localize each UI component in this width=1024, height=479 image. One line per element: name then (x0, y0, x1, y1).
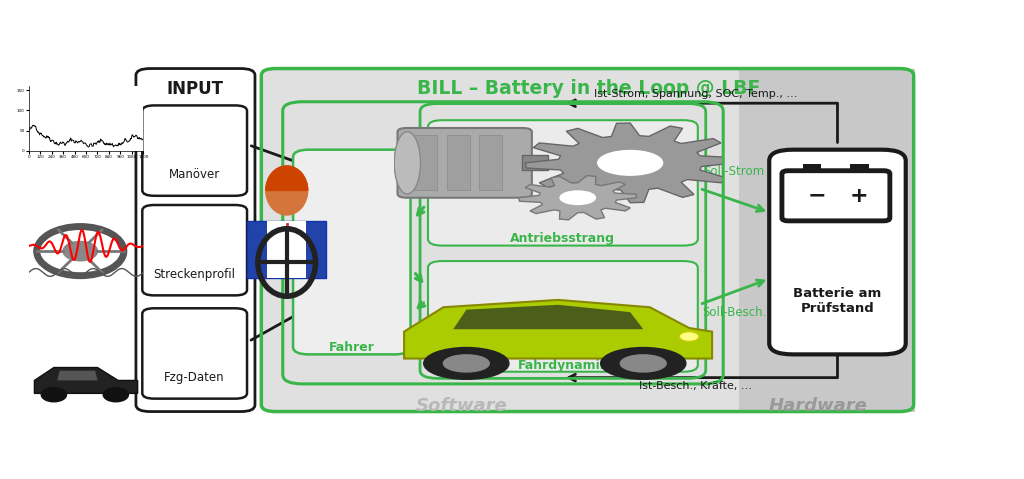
Bar (522, 155, 548, 171)
Text: Antriebsstrang: Antriebsstrang (510, 232, 615, 245)
Wedge shape (266, 166, 307, 191)
FancyBboxPatch shape (769, 150, 905, 354)
Text: Streckenprofil: Streckenprofil (154, 268, 236, 281)
Polygon shape (525, 123, 735, 203)
Circle shape (266, 166, 307, 215)
FancyBboxPatch shape (428, 120, 697, 246)
Text: Soll-Strom: Soll-Strom (703, 165, 765, 179)
Text: +: + (849, 186, 868, 206)
Circle shape (443, 355, 489, 372)
Polygon shape (248, 232, 267, 270)
Polygon shape (35, 367, 137, 393)
FancyBboxPatch shape (142, 308, 247, 399)
Ellipse shape (394, 132, 421, 194)
Text: Manöver: Manöver (169, 168, 220, 181)
Polygon shape (248, 221, 326, 278)
Circle shape (63, 241, 97, 261)
Bar (446, 136, 470, 190)
Text: Fahrer: Fahrer (329, 341, 375, 354)
Text: Hardware: Hardware (769, 397, 868, 415)
Text: INPUT: INPUT (167, 80, 224, 98)
Bar (414, 136, 437, 190)
Polygon shape (404, 300, 712, 358)
Polygon shape (57, 371, 97, 380)
Text: Software: Software (416, 397, 507, 415)
Circle shape (601, 348, 686, 379)
Circle shape (621, 355, 667, 372)
Text: Ist-Besch., Kräfte, …: Ist-Besch., Kräfte, … (639, 381, 752, 391)
Text: Fahrdynamik: Fahrdynamik (517, 359, 608, 372)
Polygon shape (519, 176, 637, 220)
FancyBboxPatch shape (142, 105, 247, 196)
Bar (803, 164, 821, 172)
FancyBboxPatch shape (428, 261, 697, 372)
FancyBboxPatch shape (397, 128, 531, 198)
Circle shape (424, 348, 509, 379)
Text: BILL – Battery in the Loop @ LBF: BILL – Battery in the Loop @ LBF (417, 80, 760, 98)
Circle shape (598, 150, 663, 175)
Bar (479, 136, 503, 190)
FancyBboxPatch shape (136, 68, 255, 411)
FancyBboxPatch shape (293, 150, 411, 354)
FancyBboxPatch shape (782, 171, 890, 221)
Ellipse shape (679, 331, 699, 342)
Bar (850, 164, 869, 172)
FancyBboxPatch shape (261, 68, 765, 411)
Polygon shape (267, 221, 306, 278)
Circle shape (103, 388, 128, 402)
Text: Batterie am
Prüfstand: Batterie am Prüfstand (794, 287, 882, 315)
Circle shape (560, 191, 595, 205)
Text: Fzg-Daten: Fzg-Daten (164, 371, 225, 384)
FancyBboxPatch shape (142, 205, 247, 296)
Circle shape (41, 388, 67, 402)
Polygon shape (306, 232, 326, 270)
Text: −: − (808, 186, 826, 206)
Text: Soll-Besch.: Soll-Besch. (702, 307, 767, 319)
Text: Ist-Strom, Spannung, SOC, Temp., …: Ist-Strom, Spannung, SOC, Temp., … (594, 90, 797, 99)
Polygon shape (454, 305, 643, 329)
Bar (739, 68, 915, 411)
